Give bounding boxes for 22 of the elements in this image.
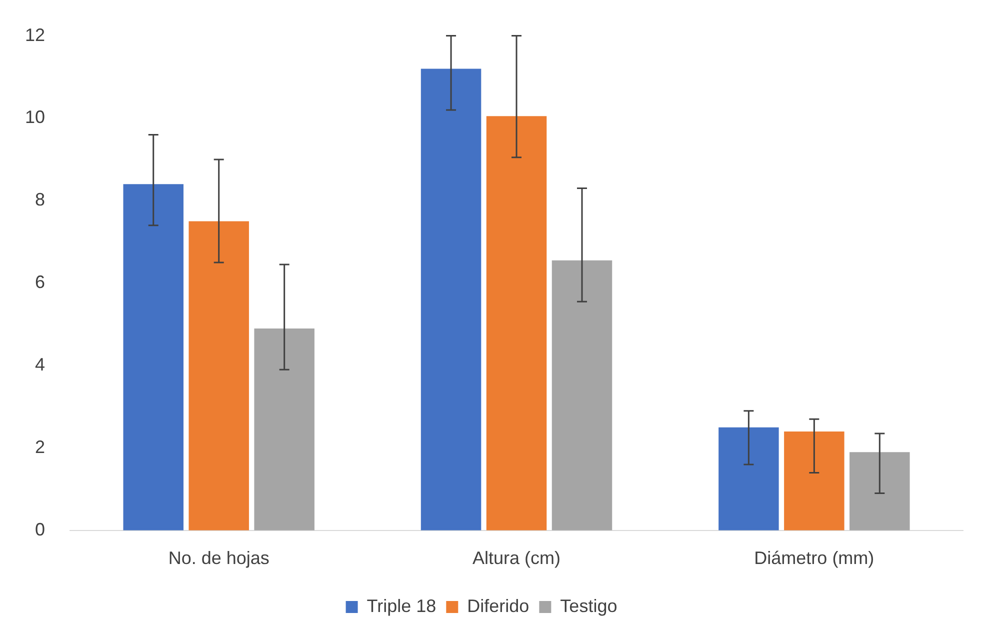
bar <box>254 328 314 530</box>
y-tick-label: 6 <box>35 272 46 292</box>
bar <box>718 427 779 530</box>
bar <box>850 452 910 530</box>
bar <box>486 116 547 530</box>
bar <box>123 184 184 530</box>
legend-label: Testigo <box>560 596 618 616</box>
y-tick-label: 4 <box>35 354 46 374</box>
y-tick-label: 12 <box>24 24 46 45</box>
bar <box>552 260 612 530</box>
bar <box>420 68 482 530</box>
x-tick-label: Diámetro (mm) <box>754 548 874 568</box>
y-tick-label: 10 <box>24 107 46 128</box>
x-tick-label: Altura (cm) <box>472 548 561 568</box>
bar <box>188 221 249 530</box>
y-tick-label: 2 <box>35 436 46 457</box>
y-tick-label: 8 <box>35 190 46 210</box>
legend-label: Diferido <box>467 596 530 616</box>
bar <box>784 431 844 530</box>
y-tick-label: 0 <box>35 519 46 540</box>
x-tick-label: No. de hojas <box>168 548 270 568</box>
legend-label: Triple 18 <box>366 596 436 616</box>
